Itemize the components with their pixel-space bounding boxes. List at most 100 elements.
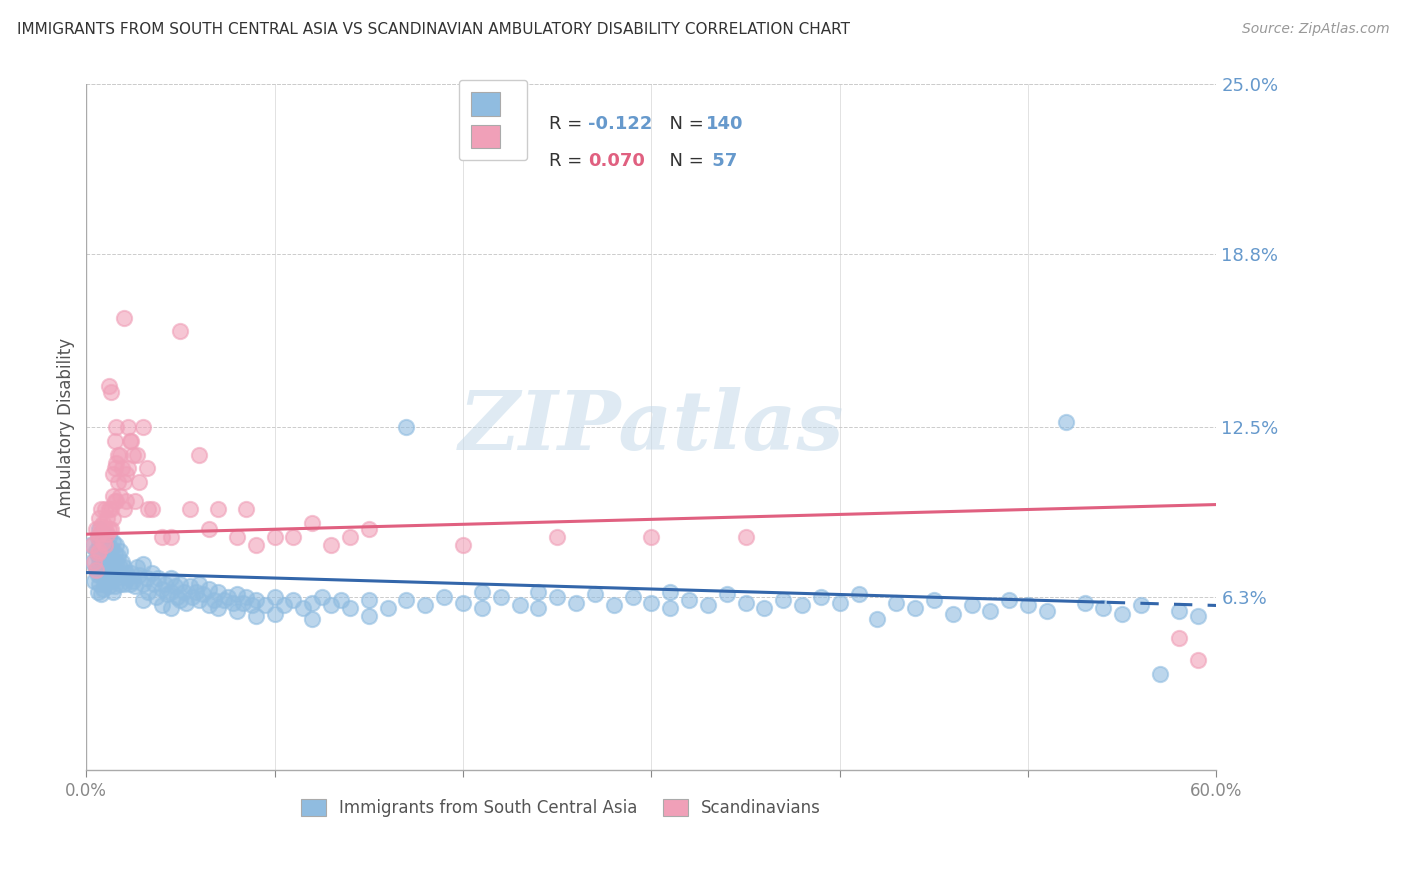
Point bbox=[90, 502, 112, 516]
Point bbox=[979, 604, 1001, 618]
Point bbox=[101, 584, 124, 599]
Point bbox=[117, 420, 139, 434]
Point bbox=[659, 584, 682, 599]
Point bbox=[245, 593, 267, 607]
Point bbox=[415, 599, 437, 613]
Point bbox=[97, 502, 120, 516]
Point bbox=[942, 607, 965, 621]
Point bbox=[94, 502, 117, 516]
Point bbox=[173, 584, 195, 599]
Point bbox=[451, 596, 474, 610]
Point bbox=[357, 593, 380, 607]
Point bbox=[91, 516, 114, 531]
Point bbox=[135, 461, 157, 475]
Point bbox=[97, 579, 120, 593]
Point bbox=[79, 538, 101, 552]
Point bbox=[135, 571, 157, 585]
Point bbox=[86, 584, 108, 599]
Point bbox=[232, 596, 254, 610]
Point bbox=[91, 582, 114, 596]
Point bbox=[89, 558, 111, 572]
Point bbox=[245, 609, 267, 624]
Point bbox=[160, 530, 183, 544]
Point bbox=[734, 530, 756, 544]
Point bbox=[94, 527, 117, 541]
Point bbox=[90, 519, 112, 533]
Point bbox=[132, 420, 155, 434]
Point bbox=[696, 599, 718, 613]
Point bbox=[94, 522, 117, 536]
Point bbox=[89, 522, 111, 536]
Point bbox=[283, 530, 305, 544]
Point bbox=[273, 599, 295, 613]
Point bbox=[97, 522, 120, 536]
Point bbox=[122, 448, 145, 462]
Point bbox=[94, 576, 117, 591]
Point bbox=[960, 599, 983, 613]
Point bbox=[94, 560, 117, 574]
Point bbox=[94, 543, 117, 558]
Point bbox=[84, 563, 107, 577]
Point bbox=[83, 574, 105, 588]
Point bbox=[226, 587, 249, 601]
Point bbox=[89, 543, 111, 558]
Point bbox=[111, 555, 134, 569]
Point bbox=[321, 599, 343, 613]
Point bbox=[108, 560, 131, 574]
Point bbox=[107, 566, 129, 580]
Point bbox=[226, 604, 249, 618]
Point bbox=[263, 607, 285, 621]
Point bbox=[1187, 609, 1209, 624]
Point bbox=[100, 384, 122, 399]
Point bbox=[339, 601, 361, 615]
Point bbox=[357, 609, 380, 624]
Point bbox=[89, 538, 111, 552]
Point bbox=[263, 530, 285, 544]
Point bbox=[84, 522, 107, 536]
Point bbox=[127, 448, 149, 462]
Point bbox=[84, 563, 107, 577]
Point bbox=[86, 568, 108, 582]
Point bbox=[245, 538, 267, 552]
Point bbox=[111, 461, 134, 475]
Point bbox=[180, 591, 202, 605]
Point bbox=[91, 546, 114, 560]
Point bbox=[103, 546, 125, 560]
Point bbox=[212, 593, 235, 607]
Point bbox=[527, 584, 550, 599]
Point bbox=[132, 576, 155, 591]
Point bbox=[471, 601, 494, 615]
Point bbox=[828, 596, 851, 610]
Point bbox=[922, 593, 945, 607]
Point bbox=[128, 475, 150, 489]
Point bbox=[169, 324, 191, 338]
Text: N =: N = bbox=[658, 115, 710, 133]
Point bbox=[90, 587, 112, 601]
Point bbox=[188, 593, 211, 607]
Point bbox=[1187, 653, 1209, 667]
Point bbox=[583, 587, 606, 601]
Point bbox=[101, 552, 124, 566]
Point bbox=[156, 587, 179, 601]
Point bbox=[97, 530, 120, 544]
Point bbox=[117, 461, 139, 475]
Point bbox=[174, 596, 197, 610]
Point bbox=[83, 555, 105, 569]
Point bbox=[121, 566, 143, 580]
Point bbox=[105, 420, 128, 434]
Point bbox=[283, 593, 305, 607]
Point bbox=[291, 601, 314, 615]
Point bbox=[89, 527, 111, 541]
Point bbox=[112, 502, 135, 516]
Text: 57: 57 bbox=[706, 153, 738, 170]
Point bbox=[301, 596, 323, 610]
Point bbox=[155, 576, 177, 591]
Point bbox=[118, 434, 141, 448]
Point bbox=[191, 587, 214, 601]
Point bbox=[108, 489, 131, 503]
Point bbox=[226, 530, 249, 544]
Point bbox=[115, 467, 138, 481]
Point bbox=[254, 599, 277, 613]
Point bbox=[86, 530, 108, 544]
Point bbox=[90, 568, 112, 582]
